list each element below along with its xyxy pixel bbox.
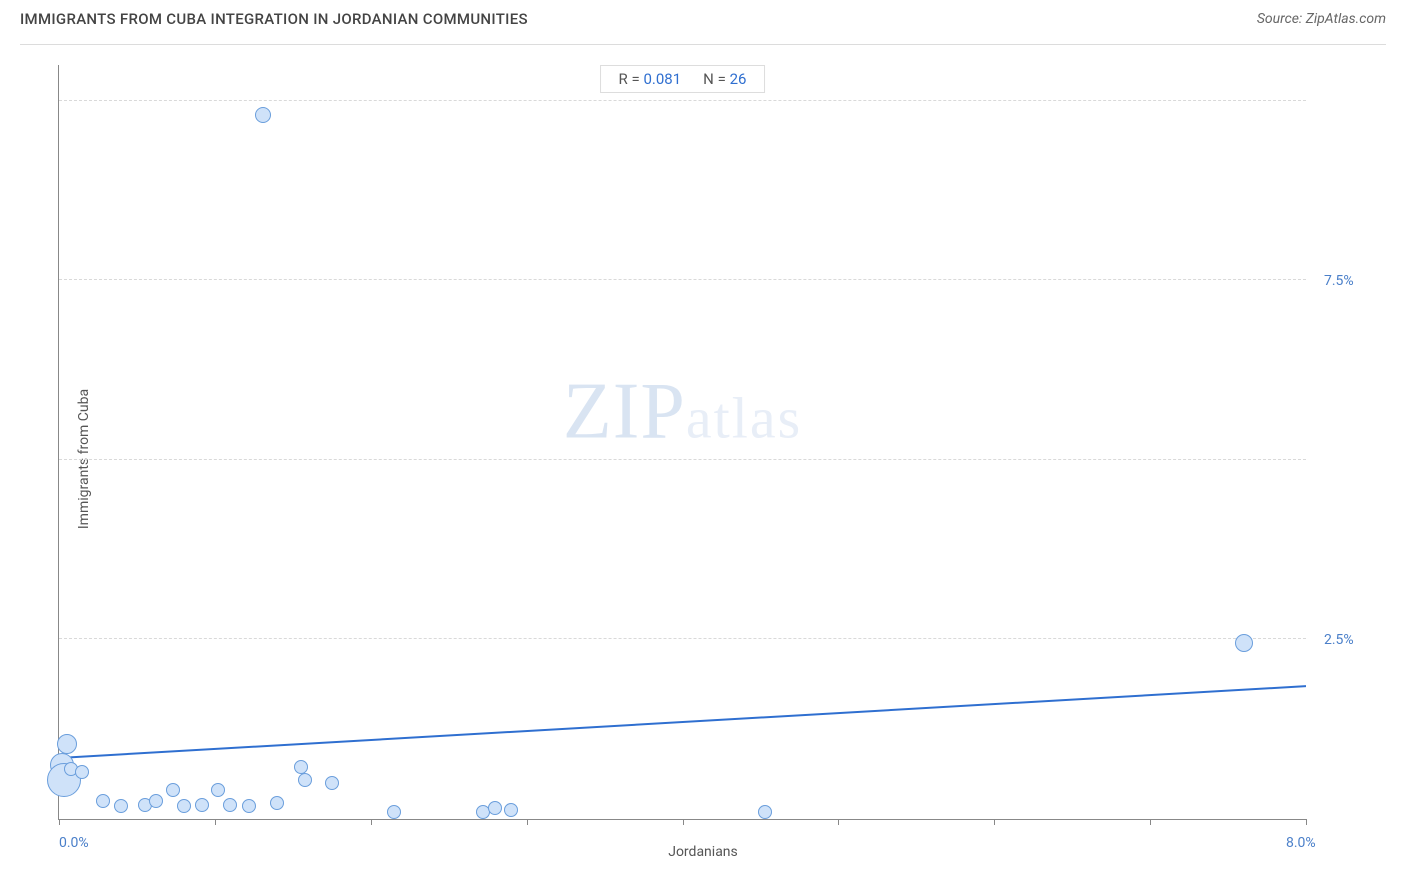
data-point xyxy=(242,799,256,813)
data-point xyxy=(488,801,502,815)
data-point xyxy=(294,760,308,774)
r-label: R = xyxy=(619,70,640,88)
gridline xyxy=(59,459,1306,460)
x-tick-label: 0.0% xyxy=(59,835,89,851)
r-stat: R = 0.081 xyxy=(619,70,682,88)
data-point xyxy=(387,805,401,819)
trendline xyxy=(59,686,1306,758)
data-point xyxy=(1235,634,1253,652)
data-point xyxy=(504,803,518,817)
data-point xyxy=(298,773,312,787)
x-tick xyxy=(215,819,216,825)
trendline-svg xyxy=(59,65,1306,819)
n-stat: N = 26 xyxy=(703,70,746,88)
x-tick-label: 8.0% xyxy=(1286,835,1316,851)
data-point xyxy=(57,734,77,754)
stats-box: R = 0.081 N = 26 xyxy=(600,65,766,93)
r-value: 0.081 xyxy=(643,70,681,88)
data-point xyxy=(149,794,163,808)
x-tick xyxy=(838,819,839,825)
y-tick-label: 7.5% xyxy=(1324,273,1354,289)
x-tick xyxy=(59,819,60,825)
data-point xyxy=(177,799,191,813)
x-tick xyxy=(371,819,372,825)
data-point xyxy=(325,776,339,790)
header: IMMIGRANTS FROM CUBA INTEGRATION IN JORD… xyxy=(0,0,1406,34)
data-point xyxy=(223,798,237,812)
data-point xyxy=(75,765,89,779)
chart-container: Immigrants from Cuba R = 0.081 N = 26 ZI… xyxy=(20,44,1386,872)
y-tick-label: 2.5% xyxy=(1324,632,1354,648)
data-point xyxy=(96,794,110,808)
x-tick xyxy=(527,819,528,825)
plot-area: R = 0.081 N = 26 ZIPatlas 2.5%7.5%0.0%8.… xyxy=(58,65,1306,820)
chart-title: IMMIGRANTS FROM CUBA INTEGRATION IN JORD… xyxy=(20,10,528,28)
x-axis-label: Jordanians xyxy=(668,844,738,860)
gridline xyxy=(59,279,1306,280)
data-point xyxy=(166,783,180,797)
watermark-atlas: atlas xyxy=(686,384,802,451)
gridline xyxy=(59,100,1306,101)
x-tick xyxy=(1150,819,1151,825)
watermark: ZIPatlas xyxy=(563,366,802,457)
data-point xyxy=(114,799,128,813)
x-tick xyxy=(994,819,995,825)
n-value: 26 xyxy=(730,70,747,88)
watermark-zip: ZIP xyxy=(563,366,686,457)
x-tick xyxy=(1306,819,1307,825)
x-tick xyxy=(683,819,684,825)
n-label: N = xyxy=(703,70,726,88)
data-point xyxy=(211,783,225,797)
data-point xyxy=(195,798,209,812)
data-point xyxy=(270,796,284,810)
data-point xyxy=(758,805,772,819)
source-label: Source: ZipAtlas.com xyxy=(1257,11,1386,27)
data-point xyxy=(255,107,271,123)
gridline xyxy=(59,638,1306,639)
